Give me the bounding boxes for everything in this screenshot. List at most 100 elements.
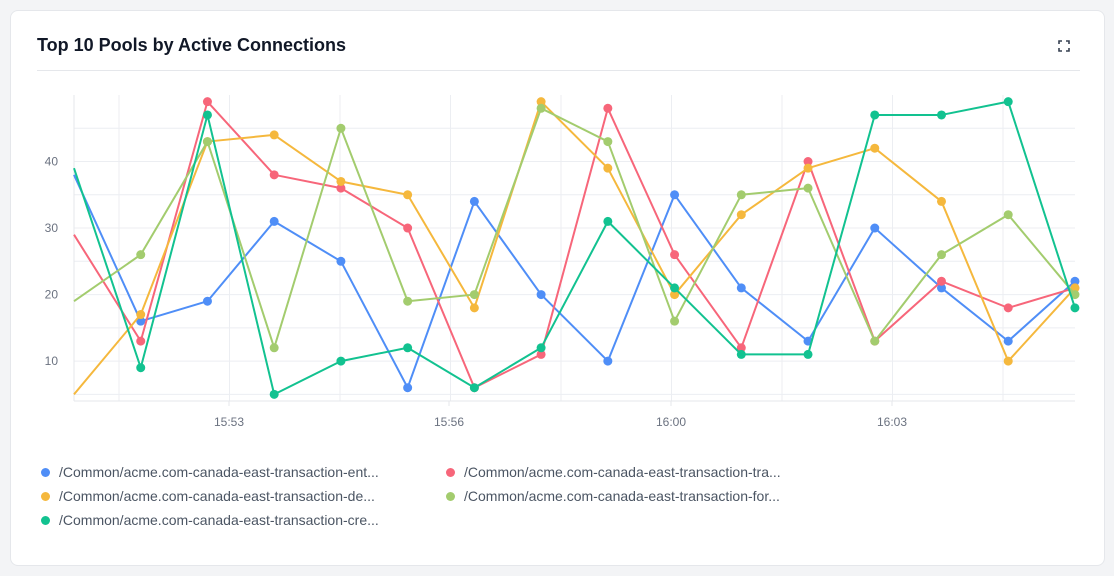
data-point xyxy=(936,276,946,286)
data-point xyxy=(670,190,680,200)
legend-label: /Common/acme.com-canada-east-transaction… xyxy=(59,488,375,504)
series-line xyxy=(73,100,1076,396)
data-point xyxy=(269,216,279,226)
data-point xyxy=(870,110,880,120)
data-point xyxy=(403,383,413,393)
chart-card: Top 10 Pools by Active Connections xyxy=(10,10,1105,566)
data-point xyxy=(403,190,413,200)
data-point xyxy=(202,110,212,120)
data-point xyxy=(536,349,546,359)
legend-dot-icon xyxy=(41,467,50,477)
data-point xyxy=(803,183,813,193)
data-point xyxy=(1070,283,1080,293)
data-point xyxy=(1070,276,1080,286)
data-point xyxy=(870,223,880,233)
data-point xyxy=(603,216,613,226)
data-point xyxy=(136,310,146,320)
x-tick-label: 15:56 xyxy=(434,415,464,429)
legend-label: /Common/acme.com-canada-east-transaction… xyxy=(464,488,780,504)
data-point xyxy=(1003,210,1013,220)
series-line xyxy=(73,100,1076,389)
legend-item[interactable]: /Common/acme.com-canada-east-transaction… xyxy=(446,488,780,504)
legend-item[interactable]: /Common/acme.com-canada-east-transaction… xyxy=(41,488,375,504)
data-point xyxy=(1003,97,1013,107)
data-point xyxy=(603,356,613,366)
series-line xyxy=(73,174,1076,389)
data-point xyxy=(536,343,546,353)
data-point xyxy=(670,283,680,293)
data-point xyxy=(336,256,346,266)
data-point xyxy=(936,110,946,120)
data-point xyxy=(202,296,212,306)
data-point xyxy=(803,157,813,167)
data-point xyxy=(1003,336,1013,346)
data-point xyxy=(736,343,746,353)
data-point xyxy=(670,290,680,300)
data-point xyxy=(1070,303,1080,313)
data-point xyxy=(1003,356,1013,366)
legend-item[interactable]: /Common/acme.com-canada-east-transaction… xyxy=(41,464,379,480)
data-point xyxy=(536,103,546,113)
data-point xyxy=(269,389,279,399)
data-point xyxy=(936,196,946,206)
data-point xyxy=(469,303,479,313)
data-point xyxy=(736,349,746,359)
legend-dot-icon xyxy=(41,515,50,525)
legend-label: /Common/acme.com-canada-east-transaction… xyxy=(464,464,781,480)
data-point xyxy=(603,163,613,173)
legend-item[interactable]: /Common/acme.com-canada-east-transaction… xyxy=(446,464,781,480)
data-point xyxy=(736,190,746,200)
y-tick-label: 30 xyxy=(45,221,59,235)
data-point xyxy=(403,223,413,233)
data-point xyxy=(803,349,813,359)
data-point xyxy=(536,97,546,107)
y-tick-label: 20 xyxy=(45,288,59,302)
data-point xyxy=(936,250,946,260)
data-point xyxy=(670,250,680,260)
y-tick-label: 40 xyxy=(45,155,59,169)
data-point xyxy=(403,296,413,306)
data-point xyxy=(469,383,479,393)
data-point xyxy=(403,343,413,353)
data-point xyxy=(936,283,946,293)
data-point xyxy=(336,356,346,366)
data-point xyxy=(736,210,746,220)
data-point xyxy=(670,316,680,326)
data-point xyxy=(870,336,880,346)
legend-dot-icon xyxy=(41,491,50,501)
data-point xyxy=(870,143,880,153)
data-point xyxy=(136,250,146,260)
data-point xyxy=(202,137,212,147)
data-point xyxy=(202,97,212,107)
data-point xyxy=(603,103,613,113)
x-tick-label: 15:53 xyxy=(214,415,244,429)
expand-icon[interactable] xyxy=(1057,39,1071,53)
legend-label: /Common/acme.com-canada-east-transaction… xyxy=(59,464,379,480)
legend-dot-icon xyxy=(446,491,455,501)
data-point xyxy=(136,363,146,373)
data-point xyxy=(269,130,279,140)
data-point xyxy=(269,170,279,180)
data-point xyxy=(336,176,346,186)
y-tick-label: 10 xyxy=(45,354,59,368)
data-point xyxy=(336,123,346,133)
card-title: Top 10 Pools by Active Connections xyxy=(37,35,347,55)
data-point xyxy=(336,183,346,193)
data-point xyxy=(803,163,813,173)
x-tick-label: 16:03 xyxy=(877,415,907,429)
data-point xyxy=(136,316,146,326)
series-line xyxy=(73,100,1076,395)
series-line xyxy=(73,107,1076,349)
data-point xyxy=(136,336,146,346)
data-point xyxy=(1003,303,1013,313)
data-point xyxy=(469,196,479,206)
title-divider xyxy=(37,70,1080,71)
data-point xyxy=(1070,290,1080,300)
data-point xyxy=(269,343,279,353)
legend-item[interactable]: /Common/acme.com-canada-east-transaction… xyxy=(41,512,379,528)
x-tick-label: 16:00 xyxy=(656,415,686,429)
legend-dot-icon xyxy=(446,467,455,477)
data-point xyxy=(736,283,746,293)
data-point xyxy=(603,137,613,147)
